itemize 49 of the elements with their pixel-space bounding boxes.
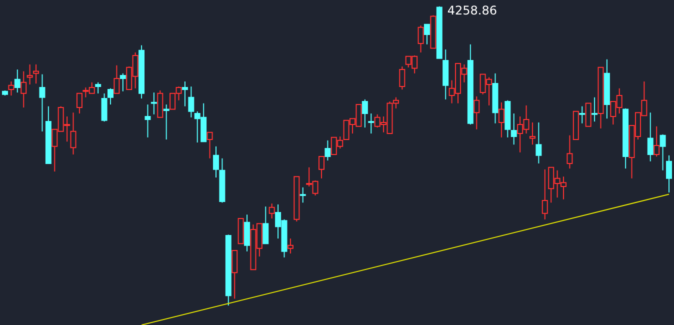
candlestick (14, 69, 20, 94)
candlestick (144, 104, 151, 138)
candlestick (262, 206, 269, 244)
candlestick (666, 154, 672, 193)
candlestick (579, 106, 586, 124)
candlestick (39, 74, 46, 132)
candlestick (585, 102, 592, 127)
candlestick (120, 72, 126, 92)
candlestick (287, 238, 294, 254)
candlestick (8, 80, 14, 96)
annotation: 4258.86 (447, 3, 498, 18)
candlestick (114, 64, 120, 94)
candlestick (212, 146, 219, 178)
candlestick (70, 112, 76, 155)
candlestick (498, 102, 504, 138)
candlestick (318, 156, 324, 179)
candlestick (324, 140, 331, 161)
candlestick (268, 203, 275, 219)
candlestick (157, 90, 164, 118)
candlestick (418, 25, 424, 53)
candlestick (20, 70, 27, 108)
candlestick (76, 92, 82, 114)
candlestick (592, 96, 598, 122)
candlestick (474, 96, 480, 130)
candlestick (529, 122, 536, 146)
candlestick (660, 134, 666, 171)
candlestick (368, 112, 374, 134)
candlestick (244, 214, 250, 252)
candlestick (536, 122, 542, 164)
candlestick (163, 104, 170, 140)
candlestick (362, 98, 368, 128)
candlestick (95, 82, 102, 94)
candlestick (150, 92, 157, 115)
candlestick (33, 64, 40, 84)
candlestick (654, 126, 660, 158)
candlestick (206, 132, 213, 159)
candlestick (232, 250, 238, 300)
candlestick (424, 24, 430, 45)
candlestick (107, 88, 114, 106)
candlestick (101, 92, 108, 122)
candlestick (26, 64, 33, 85)
candlestick (510, 112, 517, 146)
candlestick (542, 168, 548, 220)
candlestick (647, 112, 654, 162)
candlestick (182, 80, 188, 107)
candlestick (300, 186, 306, 204)
candlestick (188, 86, 194, 118)
candlestick (566, 134, 573, 170)
candlestick (399, 66, 406, 90)
